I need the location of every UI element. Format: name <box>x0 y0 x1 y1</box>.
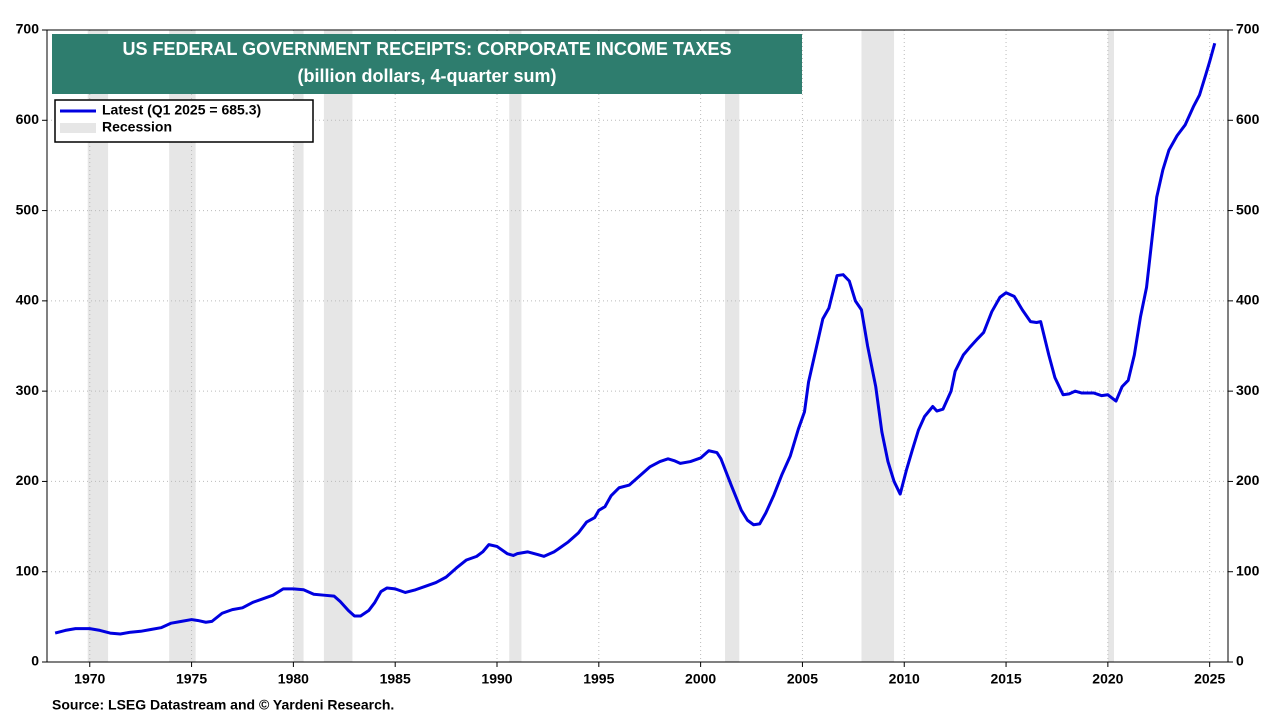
y2-tick-label: 600 <box>1236 111 1260 127</box>
y2-tick-label: 100 <box>1236 562 1260 578</box>
plot-frame <box>46 29 1229 663</box>
x-tick-label: 2015 <box>990 671 1021 687</box>
recession-band <box>293 30 304 662</box>
x-tick-label: 1995 <box>583 671 614 687</box>
recession-band <box>725 30 740 662</box>
recession-band <box>323 30 353 662</box>
y2-tick-label: 300 <box>1236 382 1260 398</box>
recession-band <box>87 30 109 662</box>
recession-band <box>509 30 522 662</box>
y2-tick-label: 700 <box>1236 21 1260 37</box>
x-tick-label: 1985 <box>380 671 411 687</box>
y-tick-label: 700 <box>16 21 40 37</box>
y2-tick-label: 500 <box>1236 201 1260 217</box>
source: Source: LSEG Datastream and © Yardeni Re… <box>52 697 394 713</box>
y-tick-label: 500 <box>16 201 40 217</box>
x-tick-label: 2005 <box>787 671 818 687</box>
chart-title: US FEDERAL GOVERNMENT RECEIPTS: CORPORAT… <box>122 39 731 59</box>
x-tick-label: 1970 <box>74 671 105 687</box>
legend-label: Recession <box>102 119 172 135</box>
y2-tick-label: 200 <box>1236 472 1260 488</box>
legend-swatch <box>60 123 96 133</box>
y-tick-label: 600 <box>16 111 40 127</box>
y-tick-label: 300 <box>16 382 40 398</box>
x-tick-label: 2000 <box>685 671 716 687</box>
x-tick-label: 2010 <box>889 671 920 687</box>
y2-tick-label: 400 <box>1236 292 1260 308</box>
line-series <box>54 42 1217 636</box>
y-tick-label: 200 <box>16 472 40 488</box>
x-tick-label: 2025 <box>1194 671 1225 687</box>
x-tick-label: 1975 <box>176 671 207 687</box>
title-box <box>52 34 802 94</box>
y2-tick-label: 0 <box>1236 653 1244 669</box>
legend-box <box>54 99 314 143</box>
chart-subtitle: (billion dollars, 4-quarter sum) <box>297 66 556 86</box>
y-tick-label: 100 <box>16 562 40 578</box>
legend-label: Latest (Q1 2025 = 685.3) <box>102 102 261 118</box>
y-tick-label: 0 <box>31 653 39 669</box>
x-tick-label: 2020 <box>1092 671 1123 687</box>
x-tick-label: 1990 <box>481 671 512 687</box>
recession-band <box>1107 30 1114 662</box>
x-tick-label: 1980 <box>278 671 309 687</box>
y-tick-label: 400 <box>16 292 40 308</box>
